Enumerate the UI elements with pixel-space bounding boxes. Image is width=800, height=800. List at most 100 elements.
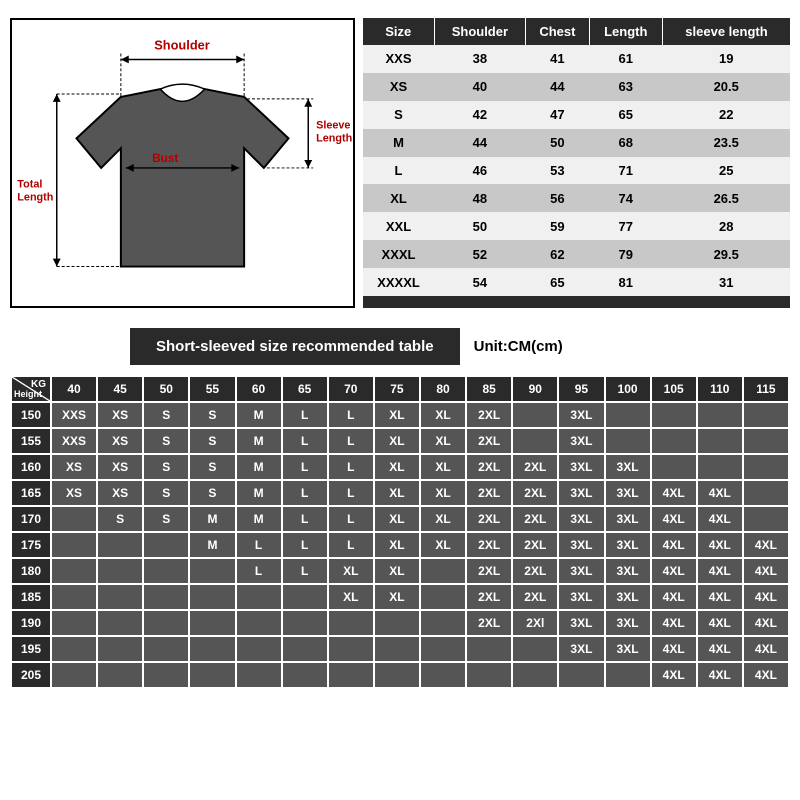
size-table-cell: 26.5 (662, 184, 790, 212)
rec-table-cell: 3XL (558, 428, 604, 454)
rec-table-cell (420, 610, 466, 636)
rec-table-cell: L (328, 532, 374, 558)
rec-table-cell (651, 402, 697, 428)
rec-table-cell: L (328, 454, 374, 480)
size-table-row: XS40446320.5 (363, 73, 790, 101)
rec-table-cell (374, 662, 420, 688)
rec-height-header: 195 (11, 636, 51, 662)
rec-table-cell: 2XL (512, 454, 558, 480)
rec-table-cell: 4XL (651, 558, 697, 584)
rec-weight-header: 70 (328, 376, 374, 402)
size-table-cell: 44 (434, 129, 526, 157)
size-table-cell: 42 (434, 101, 526, 129)
rec-table-cell: 2XL (466, 558, 512, 584)
rec-table-cell: S (143, 402, 189, 428)
rec-table-cell: 3XL (558, 480, 604, 506)
rec-table-cell (282, 636, 328, 662)
rec-table-cell (189, 610, 235, 636)
rec-table-cell: 2XL (466, 402, 512, 428)
rec-weight-header: 45 (97, 376, 143, 402)
size-table-row: XXL50597728 (363, 212, 790, 240)
rec-height-header: 205 (11, 662, 51, 688)
rec-table-cell: 4XL (743, 662, 789, 688)
rec-table-row: 1953XL3XL4XL4XL4XL (11, 636, 789, 662)
size-table-header: sleeve length (662, 18, 790, 45)
size-table-row: L46537125 (363, 157, 790, 185)
size-table-cell: 50 (526, 129, 589, 157)
size-table-cell: 81 (589, 268, 662, 296)
rec-table-cell: XL (374, 558, 420, 584)
size-table-row: XXXXL54658131 (363, 268, 790, 296)
size-table-cell: 20.5 (662, 73, 790, 101)
rec-table-row: 180LLXLXL2XL2XL3XL3XL4XL4XL4XL (11, 558, 789, 584)
rec-table-cell: 2XL (512, 584, 558, 610)
rec-table-cell: 4XL (743, 584, 789, 610)
size-table-cell: 29.5 (662, 240, 790, 268)
rec-table-cell: L (282, 558, 328, 584)
rec-weight-header: 40 (51, 376, 97, 402)
rec-table-cell: XL (374, 532, 420, 558)
rec-table-cell: L (236, 532, 282, 558)
size-table-header: Shoulder (434, 18, 526, 45)
rec-table-cell (189, 584, 235, 610)
rec-table-cell (466, 636, 512, 662)
rec-table-cell (51, 506, 97, 532)
size-table-cell: 40 (434, 73, 526, 101)
rec-table-cell: S (189, 428, 235, 454)
rec-table-cell: XL (420, 480, 466, 506)
rec-table-cell (236, 584, 282, 610)
rec-table-cell: L (282, 506, 328, 532)
rec-table-cell: M (189, 506, 235, 532)
size-table-cell: 65 (589, 101, 662, 129)
size-table-cell: 79 (589, 240, 662, 268)
size-table-row: XXS38416119 (363, 45, 790, 73)
rec-table-cell: 2XL (512, 480, 558, 506)
rec-table-cell (97, 610, 143, 636)
rec-table-cell: 3XL (605, 506, 651, 532)
rec-table-cell (512, 662, 558, 688)
size-table-cell: 25 (662, 157, 790, 185)
size-table-cell: 47 (526, 101, 589, 129)
rec-table-cell: 4XL (697, 636, 743, 662)
rec-table-cell (51, 558, 97, 584)
rec-table-cell (512, 402, 558, 428)
rec-table-cell (236, 662, 282, 688)
rec-table-cell (282, 662, 328, 688)
rec-height-header: 190 (11, 610, 51, 636)
rec-table-cell (143, 610, 189, 636)
size-table-cell: L (363, 157, 434, 185)
rec-table-row: 160XSXSSSMLLXLXL2XL2XL3XL3XL (11, 454, 789, 480)
rec-table-cell: XL (328, 584, 374, 610)
rec-table-cell: L (282, 532, 328, 558)
rec-table-cell (466, 662, 512, 688)
size-table-cell: XXXL (363, 240, 434, 268)
diagram-bust-label: Bust (152, 151, 178, 165)
rec-table-cell: XL (420, 454, 466, 480)
rec-table-cell: XL (328, 558, 374, 584)
rec-table-cell (51, 584, 97, 610)
rec-table-cell (420, 584, 466, 610)
rec-table-cell: XXS (51, 428, 97, 454)
rec-table-cell: 3XL (558, 454, 604, 480)
rec-table-cell: 4XL (743, 610, 789, 636)
rec-table-cell: XS (97, 402, 143, 428)
rec-table-cell: 2XL (466, 610, 512, 636)
rec-table-cell: 2XL (466, 584, 512, 610)
rec-table-cell: 4XL (697, 662, 743, 688)
rec-table-cell: XL (420, 402, 466, 428)
size-table-cell: XS (363, 73, 434, 101)
rec-table-cell (420, 662, 466, 688)
rec-table-row: 170SSMMLLXLXL2XL2XL3XL3XL4XL4XL (11, 506, 789, 532)
rec-table-cell (558, 662, 604, 688)
rec-table-row: 175MLLLXLXL2XL2XL3XL3XL4XL4XL4XL (11, 532, 789, 558)
size-table-cell: 44 (526, 73, 589, 101)
rec-table-cell (189, 558, 235, 584)
size-table-cell: 63 (589, 73, 662, 101)
rec-table-cell: 3XL (605, 480, 651, 506)
size-table-cell: 52 (434, 240, 526, 268)
rec-table-row: 185XLXL2XL2XL3XL3XL4XL4XL4XL (11, 584, 789, 610)
rec-table-cell: S (97, 506, 143, 532)
recommendation-table: KGHeight40455055606570758085909510010511… (10, 375, 790, 689)
rec-table-cell: 4XL (651, 506, 697, 532)
rec-table-cell (743, 428, 789, 454)
